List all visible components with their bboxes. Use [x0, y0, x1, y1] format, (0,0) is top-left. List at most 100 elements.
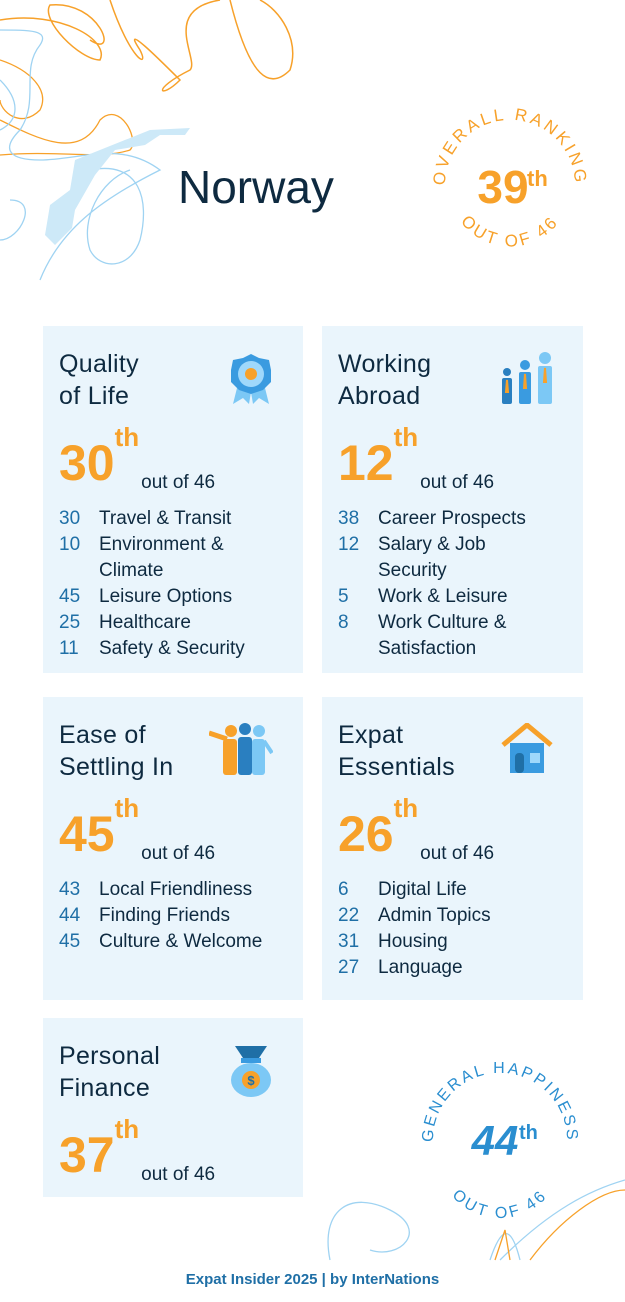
sub-category: Career Prospects	[378, 508, 526, 529]
sub-ranking-list: 6 Digital Life 22 Admin Topics 31 Housing 27 La…	[338, 877, 567, 981]
rank-number: 45	[59, 806, 115, 862]
card-title: Expat Essentials	[338, 721, 455, 781]
rank-suffix: th	[393, 793, 419, 823]
norway-map-icon	[45, 128, 190, 245]
sub-rank: 45	[59, 586, 81, 607]
sub-category: Work & Leisure	[378, 586, 508, 607]
sub-rank: 22	[338, 905, 360, 926]
sub-ranking-item: 30 Travel & Transit	[59, 506, 287, 532]
decorative-scribbles	[0, 0, 294, 281]
overall-ranking-badge: OVERALL RANKING OUT OF 46 39 th	[430, 105, 588, 251]
sub-rank: 25	[59, 612, 81, 633]
award-ribbon-icon	[229, 352, 273, 411]
house-icon	[501, 721, 553, 778]
card-title: Personal Finance	[59, 1042, 161, 1102]
rank-out-of: out of 46	[420, 472, 495, 493]
sub-rank: 30	[59, 508, 81, 529]
business-people-icon	[501, 352, 553, 409]
sub-category: Finding Friends	[99, 905, 230, 926]
rank-suffix: th	[114, 1114, 140, 1144]
general-happiness-badge: GENERAL HAPPINESS OUT OF 46 44 th	[420, 1060, 578, 1222]
rank-suffix: th	[393, 422, 419, 452]
sub-rank: 10	[59, 534, 81, 555]
sub-ranking-item: 10 Environment & Climate	[59, 532, 287, 584]
svg-text:$: $	[247, 1073, 255, 1088]
sub-category: Healthcare	[99, 612, 191, 633]
sub-category: Digital Life	[378, 879, 467, 900]
page-title: Norway	[178, 161, 334, 213]
sub-category: Salary & Job Security	[378, 534, 486, 581]
decorative-scribbles-bottom	[327, 1179, 625, 1261]
rank-suffix: th	[114, 793, 140, 823]
sub-ranking-list: 38 Career Prospects 12 Salary & Job Securit…	[338, 506, 567, 662]
sub-rank: 38	[338, 508, 360, 529]
sub-rank: 43	[59, 879, 81, 900]
sub-ranking-item: 38 Career Prospects	[338, 506, 567, 532]
sub-category: Admin Topics	[378, 905, 491, 926]
rank-suffix: th	[114, 422, 140, 452]
sub-ranking-item: 22 Admin Topics	[338, 903, 567, 929]
sub-rank: 44	[59, 905, 81, 926]
sub-ranking-item: 27 Language	[338, 955, 567, 981]
sub-ranking-item: 5 Work & Leisure	[338, 584, 567, 610]
sub-category: Culture & Welcome	[99, 931, 263, 952]
sub-rank: 6	[338, 879, 349, 900]
sub-ranking-item: 43 Local Friendliness	[59, 877, 287, 903]
sub-ranking-list: 30 Travel & Transit 10 Environment & Climat…	[59, 506, 287, 662]
sub-ranking-list: 43 Local Friendliness 44 Finding Friends 45 C…	[59, 877, 287, 955]
sub-category: Local Friendliness	[99, 879, 253, 900]
sub-ranking-item: 12 Salary & Job Security	[338, 532, 567, 584]
sub-ranking-item: 8 Work Culture & Satisfaction	[338, 610, 567, 662]
card-title: Ease of Settling In	[59, 721, 174, 781]
card-title: Quality of Life	[59, 350, 139, 410]
rank-number: 26	[338, 806, 394, 862]
svg-text:OUT OF 46: OUT OF 46	[457, 212, 562, 251]
rank-out-of: out of 46	[420, 843, 495, 864]
sub-ranking-item: 45 Leisure Options	[59, 584, 287, 610]
sub-ranking-item: 25 Healthcare	[59, 610, 287, 636]
rank-number: 12	[338, 435, 394, 491]
sub-category: Environment & Climate	[99, 534, 224, 581]
happiness-rank: 44	[471, 1117, 519, 1164]
rank-number: 37	[59, 1127, 115, 1183]
sub-ranking-item: 6 Digital Life	[338, 877, 567, 903]
sub-rank: 31	[338, 931, 360, 952]
overall-out-of: OUT OF 46	[457, 212, 559, 251]
rank-out-of: out of 46	[141, 472, 216, 493]
sub-category: Safety & Security	[99, 638, 245, 659]
sub-rank: 27	[338, 957, 360, 978]
happiness-suffix: th	[519, 1122, 538, 1144]
money-bag-icon: $	[229, 1044, 273, 1103]
sub-rank: 45	[59, 931, 81, 952]
rank-out-of: out of 46	[141, 1164, 216, 1185]
sub-ranking-item: 11 Safety & Security	[59, 636, 287, 662]
sub-category: Language	[378, 957, 463, 978]
sub-ranking-item: 44 Finding Friends	[59, 903, 287, 929]
footer-credit: Expat Insider 2025 | by InterNations	[185, 1271, 440, 1288]
sub-ranking-item: 45 Culture & Welcome	[59, 929, 287, 955]
card-title: Working Abroad	[338, 350, 432, 410]
sub-rank: 5	[338, 586, 349, 607]
rank-out-of: out of 46	[141, 843, 216, 864]
sub-category: Leisure Options	[99, 586, 233, 607]
overall-suffix: th	[527, 166, 548, 191]
sub-category: Housing	[378, 931, 448, 952]
sub-rank: 8	[338, 612, 349, 633]
welcoming-people-icon	[208, 723, 274, 780]
sub-ranking-item: 31 Housing	[338, 929, 567, 955]
sub-category: Travel & Transit	[99, 508, 232, 529]
sub-category: Work Culture & Satisfaction	[378, 612, 507, 659]
rank-number: 30	[59, 435, 115, 491]
overall-rank: 39	[477, 161, 528, 213]
sub-rank: 12	[338, 534, 360, 555]
